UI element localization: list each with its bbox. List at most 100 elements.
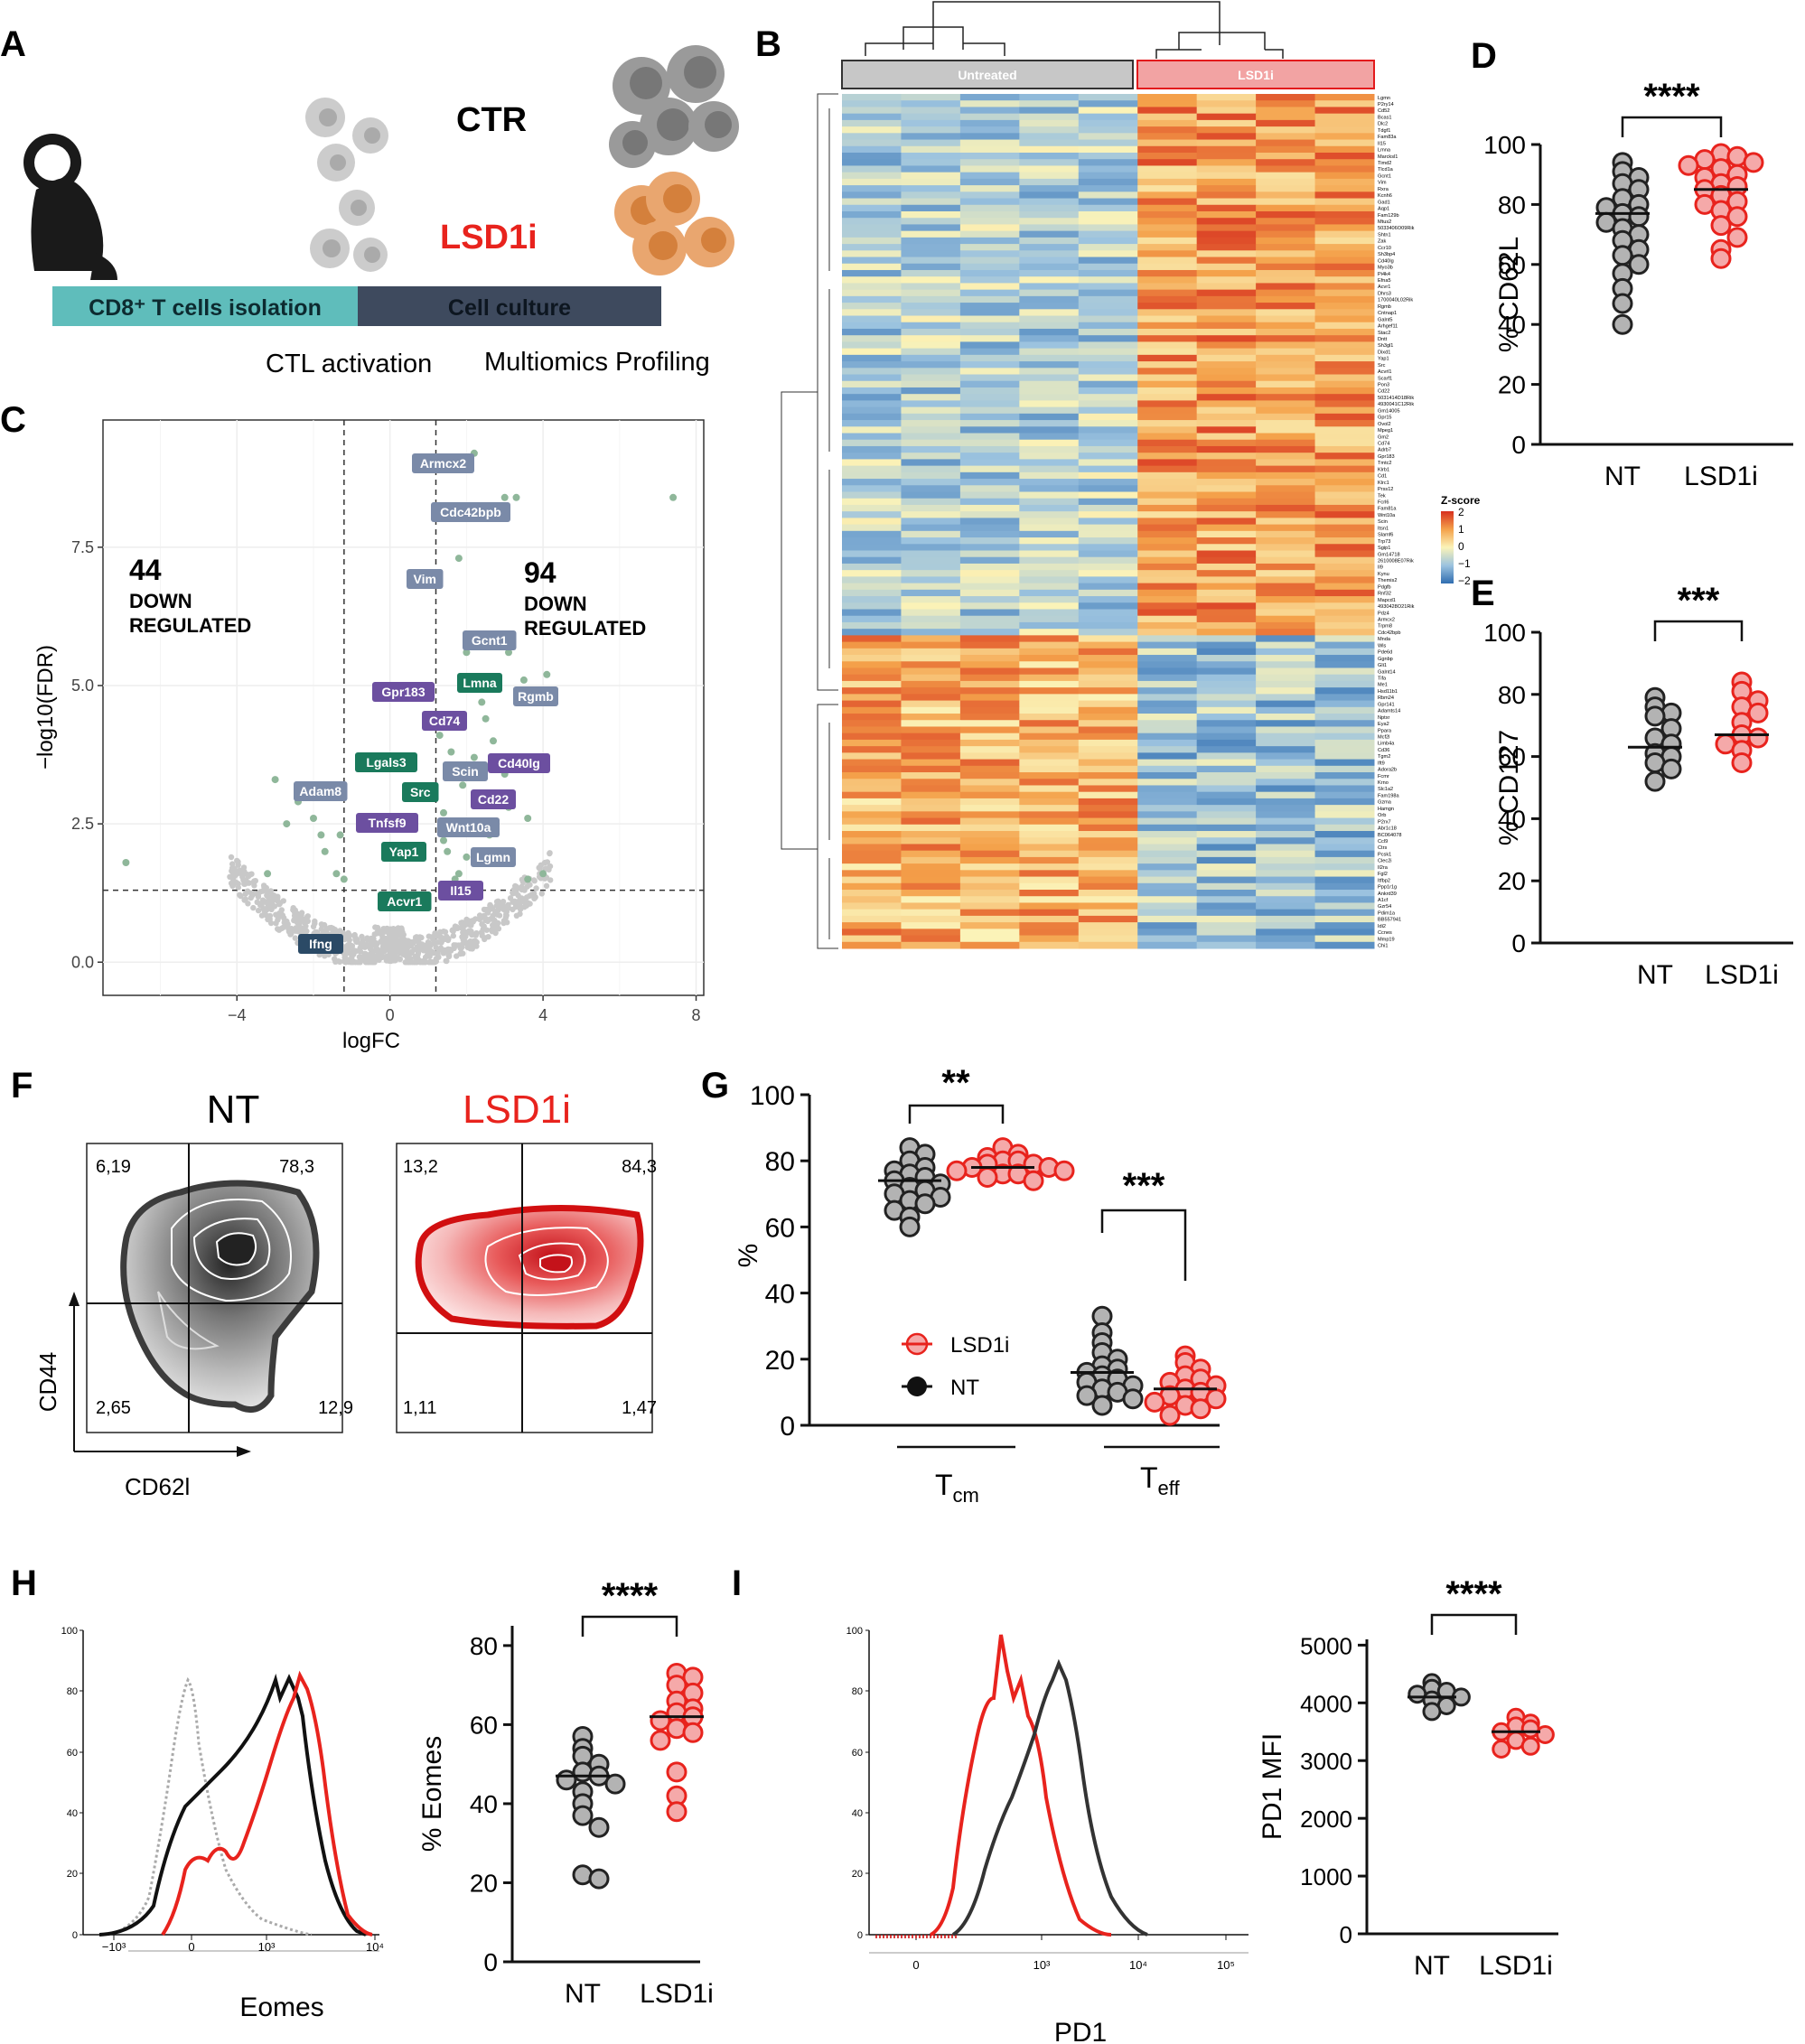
heatmap-cell	[1137, 863, 1198, 871]
heatmap-cell	[959, 720, 1020, 727]
gene-name: Chi1	[1378, 944, 1389, 949]
lsd1i-dot	[650, 1730, 671, 1751]
heatmap-cell	[1137, 876, 1198, 884]
gene-name: Themis2	[1378, 578, 1397, 583]
heatmap-cell	[1137, 309, 1198, 317]
heatmap-cell	[1196, 445, 1257, 453]
gene-name: Gzr54	[1378, 904, 1391, 910]
volcano-point-ns	[369, 959, 376, 966]
heatmap-cell	[1256, 328, 1316, 336]
heatmap-cell	[1137, 811, 1198, 819]
heatmap-cell	[1019, 295, 1080, 303]
volcano-point-ns	[395, 938, 402, 945]
heatmap-cell	[1256, 178, 1316, 186]
heatmap-cell	[1078, 870, 1138, 878]
heatmap-cell	[1196, 394, 1257, 401]
gene-name: Ift9	[1378, 761, 1385, 766]
heatmap-cell	[1137, 739, 1198, 747]
heatmap-cell	[842, 941, 902, 949]
lsd1i-dot	[1678, 154, 1699, 176]
heatmap-cell	[1256, 406, 1316, 415]
heatmap-cell	[1256, 661, 1316, 668]
heatmap-cell	[1019, 635, 1080, 643]
gene-name: Galnt5	[1378, 317, 1392, 322]
volcano-point-ns	[229, 882, 236, 890]
volcano-point-ns	[450, 932, 456, 939]
cd62l-arrow-icon	[237, 1446, 251, 1457]
heatmap-cell	[1196, 706, 1257, 714]
heatmap-cell	[1256, 107, 1316, 115]
heatmap-cell	[1137, 785, 1198, 793]
heatmap-cell	[901, 218, 961, 225]
heatmap-cell	[959, 563, 1020, 571]
heatmap-cell	[959, 387, 1020, 395]
heatmap-cell	[1314, 922, 1375, 929]
heatmap-cell	[1137, 765, 1198, 773]
heatmap-cell	[1256, 583, 1316, 591]
heatmap-cell	[1019, 204, 1080, 212]
y-tick: 100	[1483, 619, 1526, 647]
gene-name: Myo3b	[1378, 266, 1393, 271]
heatmap-cell	[1137, 817, 1198, 826]
heatmap-cell	[1314, 309, 1375, 317]
heatmap-cell	[1137, 791, 1198, 799]
heatmap-cell	[1078, 583, 1138, 591]
multiomics-label: Multiomics Profiling	[484, 348, 710, 377]
heatmap-cell	[842, 824, 902, 832]
volcano-point-ns	[241, 897, 248, 903]
heatmap-cell	[901, 453, 961, 460]
heatmap-cell	[1019, 257, 1080, 265]
heatmap-cell	[1019, 524, 1080, 532]
heatmap-cell	[1078, 465, 1138, 473]
heatmap-cell	[842, 694, 902, 702]
heatmap-cell	[1137, 100, 1198, 107]
heatmap-cell	[1019, 178, 1080, 186]
heatmap-cell	[1019, 733, 1080, 741]
heatmap-cell	[1019, 556, 1080, 565]
heatmap-cell	[1137, 890, 1198, 897]
heatmap-cell	[1137, 805, 1198, 812]
lsd1i-dot	[1144, 1391, 1165, 1413]
heatmap-cell	[1019, 426, 1080, 434]
y-tick: 60	[1498, 251, 1526, 279]
heatmap-cell	[1078, 805, 1138, 812]
volcano-point-ns	[530, 877, 538, 883]
heatmap-cell	[1137, 439, 1198, 447]
heatmap-cell	[959, 230, 1020, 238]
heatmap-cell	[1196, 714, 1257, 721]
nt-dot	[1644, 770, 1666, 792]
heatmap-cell	[1314, 263, 1375, 271]
heatmap-cell	[1314, 909, 1375, 917]
heatmap-cell	[901, 315, 961, 323]
volcano-point-sig	[524, 815, 532, 822]
heatmap-cell	[1196, 152, 1257, 160]
heatmap-cell	[959, 856, 1020, 864]
gene-label-text: Gpr183	[381, 685, 425, 699]
heatmap-cell	[1019, 315, 1080, 323]
heatmap-cell	[1078, 107, 1138, 115]
volcano-point-ns	[267, 912, 274, 919]
heatmap-cell	[842, 406, 902, 415]
heatmap-cell	[1256, 648, 1316, 656]
heatmap-cell	[1256, 237, 1316, 245]
heatmap-cell	[842, 550, 902, 558]
volcano-point-ns	[481, 906, 488, 913]
down-label-left-1: DOWN	[129, 590, 192, 612]
heatmap-cell	[842, 706, 902, 714]
heatmap-cell	[1314, 706, 1375, 714]
volcano-point-sig	[440, 836, 447, 845]
lsd1i-dot	[1731, 752, 1753, 773]
heatmap-cell	[1137, 250, 1198, 258]
heatmap-cell	[959, 805, 1020, 812]
heatmap-cell	[1256, 465, 1316, 473]
heatmap-cell	[959, 772, 1020, 779]
gene-label-box	[378, 891, 432, 911]
y-tick: 80	[765, 1147, 795, 1177]
heatmap-cell	[1314, 361, 1375, 369]
heatmap-cell	[1196, 765, 1257, 773]
heatmap-cell	[1256, 856, 1316, 864]
volcano-point-sig	[444, 847, 452, 855]
heatmap-cell	[1196, 165, 1257, 173]
heatmap-cell	[1314, 779, 1375, 786]
